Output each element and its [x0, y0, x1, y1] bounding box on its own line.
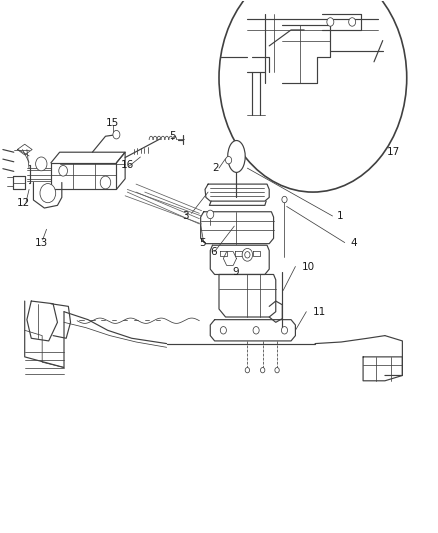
- Circle shape: [242, 248, 253, 261]
- Text: 3: 3: [182, 211, 188, 221]
- Circle shape: [261, 368, 265, 373]
- Circle shape: [275, 368, 279, 373]
- Text: 10: 10: [302, 262, 315, 271]
- Circle shape: [245, 252, 250, 258]
- Circle shape: [226, 157, 232, 164]
- Text: 12: 12: [17, 198, 31, 208]
- Text: 1: 1: [337, 211, 343, 221]
- Text: 6: 6: [210, 247, 217, 256]
- Circle shape: [100, 176, 111, 189]
- Text: 4: 4: [350, 238, 357, 247]
- Text: 5: 5: [199, 238, 206, 247]
- Circle shape: [282, 327, 288, 334]
- Text: 5: 5: [169, 131, 175, 141]
- Circle shape: [207, 210, 214, 219]
- Circle shape: [253, 327, 259, 334]
- Text: 11: 11: [313, 306, 326, 317]
- Circle shape: [245, 368, 250, 373]
- Circle shape: [220, 327, 226, 334]
- Text: 16: 16: [121, 160, 134, 171]
- Text: 13: 13: [35, 238, 48, 247]
- Circle shape: [327, 18, 334, 26]
- Ellipse shape: [228, 141, 245, 172]
- Circle shape: [113, 131, 120, 139]
- Circle shape: [282, 196, 287, 203]
- Text: 2: 2: [212, 163, 219, 173]
- Circle shape: [40, 183, 56, 203]
- Text: 15: 15: [106, 118, 119, 128]
- Text: 9: 9: [232, 267, 239, 277]
- Circle shape: [35, 157, 47, 171]
- Circle shape: [59, 165, 67, 176]
- Text: 17: 17: [387, 147, 400, 157]
- Circle shape: [349, 18, 356, 26]
- Circle shape: [219, 0, 407, 192]
